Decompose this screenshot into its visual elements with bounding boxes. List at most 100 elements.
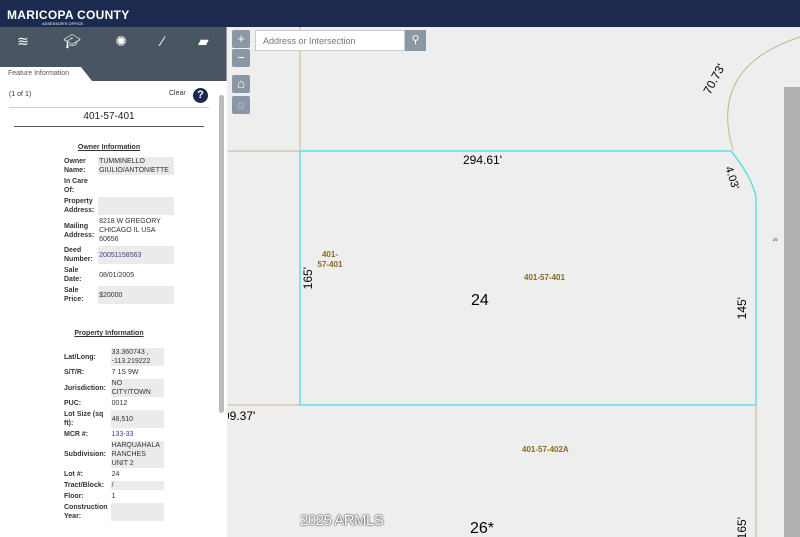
owner-table: Owner Name: TUMMINELLO GIULIO/ANTONIETTE I…: [64, 155, 174, 306]
comment-icon[interactable]: ▰: [198, 32, 209, 49]
info-label: S/T/R:: [64, 369, 85, 376]
info-label: Construction Year:: [64, 504, 108, 520]
info-value: 48,510: [110, 410, 164, 428]
info-row: Lot Size (sq ft): 48,510: [64, 410, 164, 428]
owner-info-title: Owner Information: [77, 144, 141, 151]
info-value: 08/01/2005: [99, 271, 135, 279]
dim-right-bottom: 165': [735, 517, 749, 537]
info-label: Lat/Long:: [64, 353, 96, 361]
address-search-input[interactable]: [255, 30, 405, 51]
info-label: Mailing Address:: [64, 222, 95, 239]
palette-icon[interactable]: ✺: [115, 32, 128, 49]
toolbar: ≋ 🎓︎ ✺ ⁄ ▰: [0, 27, 226, 55]
road: [784, 87, 800, 537]
info-label: Property Address:: [64, 198, 95, 214]
divider: [9, 107, 209, 108]
info-row: Floor: 1: [64, 492, 164, 501]
info-value: TUMMINELLO GIULIO/ANTONIETTE: [98, 157, 174, 175]
tiny-label: 25: [773, 237, 778, 242]
info-label: Deed Number:: [64, 247, 93, 263]
lot-number: 24: [471, 292, 489, 309]
property-info-title: Property Information: [74, 330, 144, 337]
home-button[interactable]: ⌂: [232, 75, 250, 93]
apn-label-small: 401-57-401: [317, 250, 343, 269]
info-value: /: [110, 481, 164, 490]
info-label: Lot #:: [64, 471, 84, 478]
locate-icon: ◌: [237, 97, 245, 112]
info-value: 33.360743 , -113.219222: [110, 348, 164, 366]
home-icon: ⌂: [237, 76, 245, 91]
result-count: (1 of 1): [9, 91, 32, 98]
info-label: Sale Date:: [64, 267, 82, 283]
zoom-in-button[interactable]: +: [232, 30, 250, 48]
info-value: 133-33: [111, 430, 164, 439]
search-icon: ⚲: [411, 34, 420, 46]
info-row: Owner Name: TUMMINELLO GIULIO/ANTONIETTE: [64, 157, 174, 175]
zoom-out-button[interactable]: −: [232, 49, 250, 67]
info-row: Jurisdiction: NO CITY/TOWN: [64, 379, 164, 397]
info-row: Construction Year:: [64, 503, 164, 521]
info-label: Jurisdiction:: [64, 384, 107, 392]
info-label: MCR #:: [64, 431, 89, 438]
info-value: [110, 503, 164, 521]
info-row: Tract/Block: /: [64, 481, 164, 490]
ruler-icon[interactable]: ⁄: [161, 33, 164, 49]
dim-left: 165': [301, 267, 315, 290]
info-label: Owner Name:: [64, 158, 86, 174]
info-value: 24: [111, 471, 120, 478]
info-row: Subdivision: HARQUAHALA RANCHES UNIT 2: [64, 441, 164, 468]
info-row: PUC: 0012: [64, 399, 164, 408]
info-row: Sale Date: 08/01/2005: [64, 266, 174, 284]
lot-number-below: 26*: [470, 520, 495, 537]
dim-bottom-left: 99.37': [228, 409, 256, 423]
info-row: MCR #: 133-33: [64, 430, 164, 439]
info-row: Deed Number: 20051158563: [64, 246, 174, 264]
property-table: Lat/Long: 33.360743 , -113.219222 S/T/R: 7 …: [64, 346, 164, 523]
info-value: 20051158563: [98, 246, 174, 264]
info-value: NO CITY/TOWN: [110, 379, 164, 397]
header: MARICOPA COUNTY ASSESSOR'S OFFICE: [0, 0, 800, 27]
search-button[interactable]: ⚲: [405, 30, 426, 51]
graduation-cap-icon[interactable]: 🎓︎: [63, 32, 81, 49]
apn-label-center: 401-57-401: [524, 273, 565, 282]
info-value: $20000: [98, 286, 174, 304]
info-label: In Care Of:: [64, 178, 88, 194]
logo: MARICOPA COUNTY: [7, 8, 130, 22]
clear-link[interactable]: Clear: [169, 90, 186, 97]
parcel-map: [228, 27, 800, 537]
logo-subtitle: ASSESSOR'S OFFICE: [42, 21, 84, 26]
info-label: Subdivision:: [64, 451, 106, 458]
info-label: Sale Price:: [64, 287, 84, 303]
info-row: Lot #: 24: [64, 470, 164, 479]
locate-button[interactable]: ◌: [232, 96, 250, 114]
selected-parcel: [299, 150, 757, 406]
info-link[interactable]: 20051158563: [99, 251, 142, 259]
info-value: 8218 W GREGORY CHICAGO IL USA 60656: [99, 218, 161, 243]
info-row: S/T/R: 7 1S 9W: [64, 368, 164, 377]
sidebar: ≋ 🎓︎ ✺ ⁄ ▰ Feature Information (1 of 1) …: [0, 27, 227, 537]
scrollbar-thumb[interactable]: [219, 95, 224, 413]
info-value: 0012: [111, 400, 128, 407]
layers-icon[interactable]: ≋: [17, 32, 29, 49]
info-label: Floor:: [64, 493, 84, 500]
scrollbar[interactable]: [218, 81, 227, 537]
info-row: In Care Of:: [64, 177, 174, 195]
info-row: Property Address:: [64, 197, 174, 215]
info-value: 7 1S 9W: [111, 369, 139, 376]
info-value: [98, 197, 174, 215]
info-label: Lot Size (sq ft):: [64, 411, 104, 427]
info-link[interactable]: 133-33: [111, 431, 134, 438]
info-row: Lat/Long: 33.360743 , -113.219222: [64, 348, 164, 366]
parcel-number: 401-57-401: [14, 111, 204, 127]
apn-label-below: 401-57-402A: [522, 445, 569, 454]
info-row: Mailing Address: 8218 W GREGORY CHICAGO I…: [64, 217, 174, 244]
info-label: Tract/Block:: [64, 482, 105, 489]
info-value: [98, 177, 174, 195]
watermark: 2025 ARMLS: [300, 512, 384, 529]
help-icon[interactable]: ?: [193, 88, 208, 103]
feature-panel: (1 of 1) Clear ? 401-57-401 Owner Inform…: [0, 81, 218, 537]
tab-feature-information[interactable]: Feature Information: [0, 67, 92, 81]
info-value: HARQUAHALA RANCHES UNIT 2: [110, 441, 164, 468]
map[interactable]: 294.61' 70.73' 4.03' 165' 145' 99.37' 24…: [228, 27, 800, 537]
dim-right: 145': [735, 297, 749, 320]
